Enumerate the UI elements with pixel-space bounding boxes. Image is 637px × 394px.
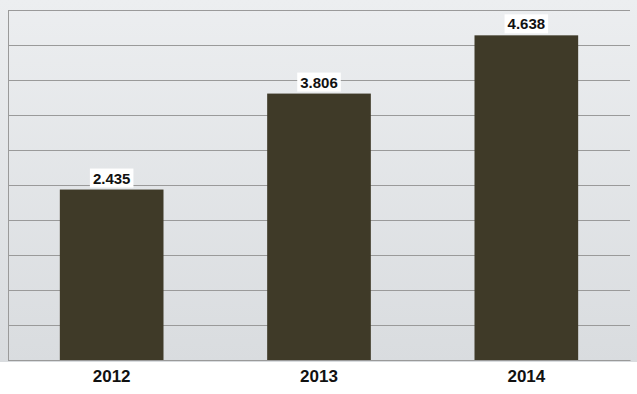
grid-line [8,360,630,361]
data-label: 3.806 [300,74,338,91]
x-tick-label: 2014 [507,367,545,386]
y-tick [8,360,630,361]
y-tick [8,10,630,11]
x-tick: 2012 [93,360,131,386]
y-axis-line [9,11,631,361]
x-axis-line [9,360,631,361]
plot: 2012 2013 2014 2.435 3.806 4.638 [8,11,631,387]
bar [60,190,164,360]
data-label: 2.435 [93,170,131,187]
data-label-box [505,14,549,33]
data-label-box [90,169,134,188]
x-tick: 2013 [300,360,338,386]
data-label-box [297,73,341,92]
bar [267,94,371,360]
background [0,0,637,362]
y-axis [8,11,630,361]
data-labels: 2.435 3.806 4.638 [90,14,548,187]
bars [60,35,578,360]
x-axis: 2012 2013 2014 [9,360,631,386]
grid-line [8,10,630,11]
chart: 2012 2013 2014 2.435 3.806 4.638 [0,0,637,394]
bar [475,35,579,360]
x-tick: 2014 [507,360,545,386]
x-tick-label: 2012 [93,367,131,386]
data-label: 4.638 [508,15,546,32]
x-tick-label: 2013 [300,367,338,386]
